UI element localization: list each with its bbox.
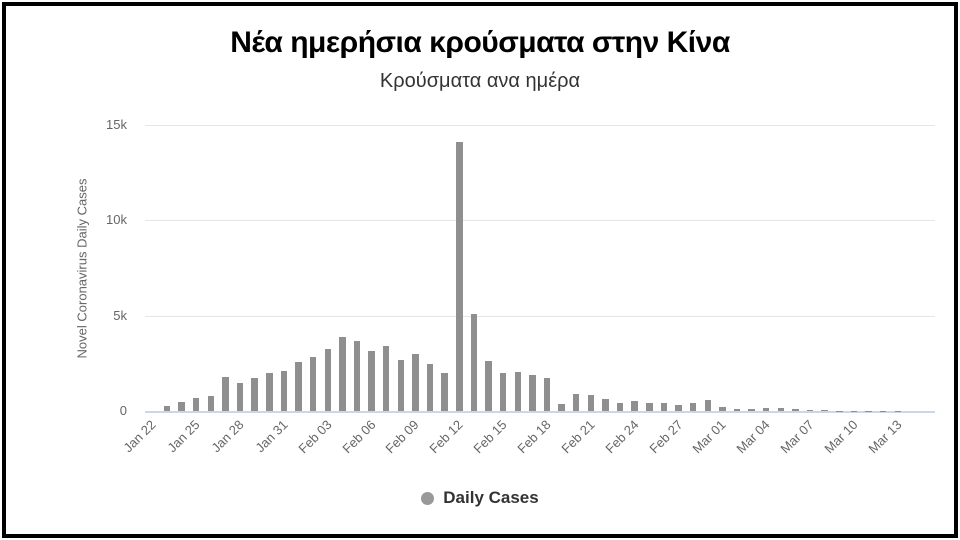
x-tick-label: Jan 25 <box>164 417 203 456</box>
bar[interactable] <box>529 375 536 411</box>
bar[interactable] <box>748 408 755 411</box>
bar[interactable] <box>499 372 507 411</box>
x-tick-label: Jan 28 <box>208 417 247 456</box>
bar[interactable] <box>675 404 682 411</box>
bar[interactable] <box>821 410 828 411</box>
bar[interactable] <box>426 363 434 411</box>
y-tick-label: 15k <box>106 117 127 132</box>
x-tick-label: Feb 24 <box>602 417 642 457</box>
bar[interactable] <box>441 372 448 411</box>
x-tick-label: Mar 01 <box>689 417 729 457</box>
x-tick-label: Feb 03 <box>295 417 335 457</box>
bar[interactable] <box>280 370 288 411</box>
bar[interactable] <box>163 406 171 411</box>
bar[interactable] <box>792 409 799 411</box>
bar[interactable] <box>777 408 785 411</box>
x-tick-label: Mar 07 <box>777 417 817 457</box>
x-tick-label: Feb 18 <box>514 417 554 457</box>
legend[interactable]: Daily Cases <box>0 488 960 508</box>
bar[interactable] <box>602 398 609 411</box>
bar[interactable] <box>689 402 697 411</box>
bar[interactable] <box>543 377 551 411</box>
x-tick-label: Mar 04 <box>733 417 773 457</box>
legend-series-label: Daily Cases <box>443 488 539 507</box>
bar[interactable] <box>266 373 273 411</box>
x-tick-label: Feb 15 <box>470 417 510 457</box>
x-tick-label: Feb 09 <box>382 417 423 457</box>
bar[interactable] <box>236 383 244 411</box>
bar[interactable] <box>295 361 302 411</box>
x-tick-label: Mar 10 <box>821 417 861 457</box>
bar[interactable] <box>251 377 258 411</box>
y-tick-label: 0 <box>119 403 127 418</box>
y-axis-title: Novel Coronavirus Daily Cases <box>74 178 90 359</box>
x-tick-label: Mar 13 <box>865 417 905 457</box>
x-tick-label: Jan 31 <box>252 417 291 456</box>
bar[interactable] <box>456 142 463 411</box>
bar[interactable] <box>762 408 770 411</box>
bar[interactable] <box>646 403 653 411</box>
plot-area <box>145 125 935 413</box>
x-tick-label: Jan 22 <box>120 417 159 456</box>
bar[interactable] <box>572 394 580 411</box>
bar[interactable] <box>339 336 346 411</box>
bar[interactable] <box>704 400 712 411</box>
bar[interactable] <box>733 408 741 411</box>
bar[interactable] <box>324 349 332 411</box>
legend-marker-circle-icon <box>421 491 435 505</box>
bar[interactable] <box>616 403 624 411</box>
gridline <box>145 315 935 317</box>
bar[interactable] <box>397 360 405 411</box>
x-tick-label: Feb 27 <box>645 417 686 457</box>
bar[interactable] <box>178 402 185 411</box>
bar[interactable] <box>806 410 814 411</box>
bar[interactable] <box>353 340 361 411</box>
bar[interactable] <box>222 377 229 411</box>
bar[interactable] <box>558 403 565 411</box>
bar[interactable] <box>485 360 492 411</box>
bar[interactable] <box>309 357 317 411</box>
y-tick-label: 10k <box>106 212 127 228</box>
gridline <box>145 220 935 222</box>
bar[interactable] <box>470 313 478 411</box>
bar[interactable] <box>514 371 522 411</box>
bar[interactable] <box>207 396 215 411</box>
x-tick-label: Feb 12 <box>426 417 466 457</box>
chart-subtitle: Κρούσματα ανα ημέρα <box>379 70 581 92</box>
bar[interactable] <box>660 402 668 411</box>
bar[interactable] <box>382 346 390 411</box>
chart-title: Νέα ημερήσια κρούσματα στην Κίνα <box>230 26 730 59</box>
bar[interactable] <box>368 351 375 411</box>
bar[interactable] <box>719 407 726 411</box>
bar[interactable] <box>631 401 638 411</box>
y-tick-label: 5k <box>113 307 127 323</box>
bar[interactable] <box>412 354 419 411</box>
bar[interactable] <box>192 397 200 411</box>
x-tick-label: Feb 21 <box>558 417 598 457</box>
bar[interactable] <box>587 395 595 411</box>
x-tick-label: Feb 06 <box>338 417 379 457</box>
gridline <box>145 125 935 126</box>
